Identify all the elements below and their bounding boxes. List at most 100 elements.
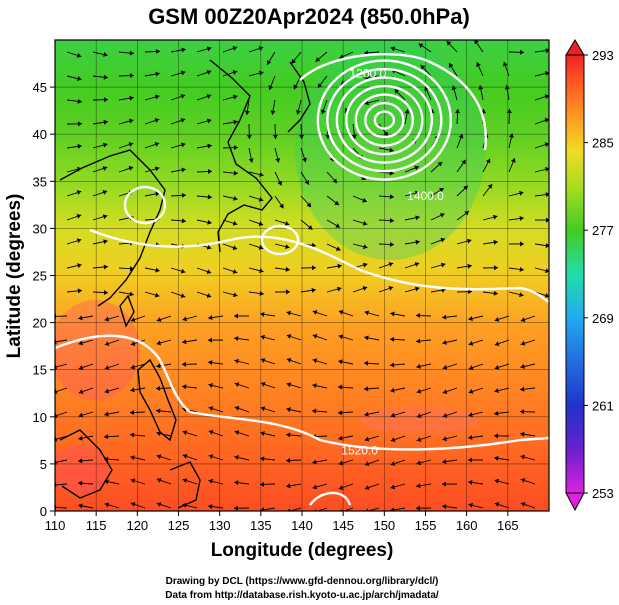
streamline-arrow: [78, 315, 83, 321]
streamline-arrow: [156, 478, 162, 483]
streamline-arrow: [286, 483, 291, 489]
streamline-arrow: [442, 436, 447, 442]
streamline-arrow: [414, 165, 419, 171]
x-axis-label: Longitude (degrees): [211, 540, 394, 561]
contour-label: 1520.0: [341, 443, 378, 457]
streamline-arrow: [494, 502, 500, 507]
streamline-arrow: [390, 437, 396, 442]
streamline-arrow: [208, 315, 213, 321]
streamline-arrow: [104, 502, 110, 508]
streamline-arrow: [545, 70, 549, 76]
streamline-arrow: [414, 190, 420, 196]
streamline-arrow: [461, 159, 466, 165]
colorbar: 253 261 269 277 285 293: [565, 39, 614, 512]
streamline-arrow: [545, 48, 549, 54]
streamline-arrow: [362, 197, 367, 203]
streamline-arrow: [520, 478, 526, 483]
streamline-arrow: [315, 57, 321, 62]
y-tick-label: 0: [40, 504, 47, 519]
streamline-arrow: [299, 134, 305, 139]
streamline-arrow: [259, 172, 264, 177]
streamline-arrow: [233, 145, 238, 151]
x-tick-label: 110: [45, 518, 66, 533]
streamline-arrow: [390, 461, 396, 466]
streamline-arrow: [416, 460, 422, 466]
streamline-arrow: [520, 364, 525, 369]
streamline-arrow: [468, 316, 473, 321]
x-axis-ticks: 110 115 120 125 130 135 140 145 150 155 160 165: [45, 511, 519, 533]
streamline-arrow: [467, 289, 472, 295]
streamline-arrow: [493, 265, 498, 271]
streamline-arrow: [182, 384, 187, 390]
streamline-arrow: [260, 507, 265, 511]
streamline-arrow: [424, 86, 429, 91]
streamline-arrow: [437, 161, 443, 167]
streamline-arrow: [233, 119, 238, 125]
streamline-arrow: [416, 338, 421, 344]
streamline-arrow: [208, 360, 213, 366]
streamline-arrow: [248, 158, 254, 163]
streamline-arrow: [102, 142, 108, 148]
y-tick-label: 20: [33, 316, 47, 331]
coast-hokkaido: [287, 61, 311, 133]
x-tick-label: 130: [209, 518, 231, 533]
coast-taiwan: [119, 294, 135, 328]
streamline-arrow: [77, 288, 82, 294]
streamline-arrow: [279, 203, 284, 209]
streamline-arrow: [295, 110, 301, 115]
streamline-arrow: [442, 364, 448, 370]
streamline-arrow: [206, 118, 212, 124]
streamline-arrow: [182, 478, 188, 483]
y-tick-label: 10: [33, 410, 47, 425]
streamline-arrow: [468, 457, 473, 463]
streamline-arrow: [545, 217, 549, 223]
streamline-arrow: [362, 262, 368, 268]
streamline-arrow: [208, 406, 214, 412]
streamline-arrow: [362, 286, 368, 291]
y-tick-label: 15: [33, 363, 47, 378]
streamline-arrow: [487, 184, 493, 189]
streamline-arrow: [317, 83, 323, 88]
streamline-arrow: [78, 503, 83, 509]
streamline-arrow: [364, 485, 370, 490]
streamline-arrow: [468, 412, 473, 418]
streamline-arrow: [207, 143, 212, 149]
streamline-arrow: [545, 268, 549, 274]
streamline-arrow: [416, 313, 421, 319]
y-axis-label: Latitude (degrees): [4, 194, 25, 359]
streamline-arrow: [78, 412, 84, 418]
credit-line-2: Data from http://database.rish.kyoto-u.a…: [165, 590, 439, 601]
streamline-arrow: [519, 49, 524, 55]
streamline-arrow: [286, 407, 291, 413]
streamline-arrow: [312, 358, 318, 364]
streamline-arrow: [77, 166, 82, 172]
streamline-arrow: [77, 98, 82, 104]
streamline-arrow: [390, 46, 396, 52]
streamline-arrow: [180, 70, 186, 76]
streamline-arrow: [285, 289, 290, 295]
streamline-arrow: [234, 336, 239, 342]
streamline-arrow: [364, 386, 369, 392]
streamline-arrow: [130, 502, 136, 507]
streamline-arrow: [156, 363, 161, 369]
streamline-arrow: [416, 483, 421, 489]
streamline-arrow: [312, 459, 317, 465]
streamline-arrow: [129, 50, 134, 56]
streamline-arrow: [260, 406, 266, 412]
streamline-arrow: [494, 455, 499, 461]
streamline-arrow: [268, 85, 274, 90]
low-ring: [326, 67, 443, 173]
streamline-arrow: [389, 194, 394, 200]
low-rings: [316, 59, 453, 181]
streamline-arrow: [103, 264, 108, 270]
streamline-arrow: [364, 411, 369, 417]
coast-china: [59, 149, 166, 307]
streamline-arrow: [259, 291, 264, 296]
streamline-arrow: [414, 262, 420, 267]
streamline-arrow: [156, 431, 161, 437]
streamline-arrow: [234, 480, 239, 486]
streamline-arrow: [291, 58, 296, 64]
x-tick-label: 155: [415, 518, 437, 533]
streamline-arrow: [260, 382, 266, 387]
streamline-arrow: [232, 46, 238, 51]
